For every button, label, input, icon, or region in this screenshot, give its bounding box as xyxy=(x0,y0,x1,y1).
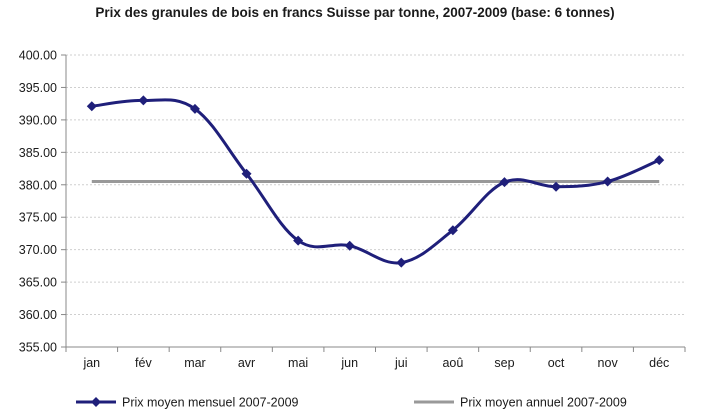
legend-marker-monthly xyxy=(91,397,101,407)
data-point-marker xyxy=(189,103,200,114)
data-point-marker xyxy=(499,177,510,188)
y-tick-label: 360.00 xyxy=(19,308,57,322)
axes xyxy=(61,54,686,352)
data-point-marker xyxy=(138,95,149,106)
x-tick-label: fév xyxy=(135,356,152,370)
y-tick-label: 355.00 xyxy=(19,341,57,355)
gridlines xyxy=(66,54,685,316)
legend: Prix moyen mensuel 2007-2009 Prix moyen a… xyxy=(76,396,627,410)
data-point-marker xyxy=(293,235,304,246)
x-tick-label: sep xyxy=(494,356,514,370)
data-series xyxy=(86,95,665,268)
y-tick-label: 375.00 xyxy=(19,211,57,225)
y-tick-label: 380.00 xyxy=(19,178,57,192)
y-tick-label: 370.00 xyxy=(19,243,57,257)
data-point-marker xyxy=(602,176,613,187)
x-tick-label: aoû xyxy=(442,356,463,370)
x-tick-label: jun xyxy=(340,356,358,370)
x-tick-label: avr xyxy=(238,356,255,370)
y-tick-label: 365.00 xyxy=(19,276,57,290)
x-axis-tick-labels: jan fév mar avr mai jun jui aoû sep oct nov déc xyxy=(82,356,669,370)
data-point-marker xyxy=(344,240,355,251)
data-point-marker xyxy=(551,181,562,192)
x-tick-label: jui xyxy=(394,356,408,370)
y-axis-tick-labels: 355.00 360.00 365.00 370.00 375.00 380.00 385.… xyxy=(19,49,57,355)
data-point-marker xyxy=(241,168,252,179)
data-point-marker xyxy=(86,101,97,112)
y-tick-label: 400.00 xyxy=(19,49,57,63)
x-tick-label: mar xyxy=(184,356,206,370)
x-tick-label: nov xyxy=(598,356,619,370)
x-tick-label: déc xyxy=(649,356,669,370)
legend-label-annual: Prix moyen annuel 2007-2009 xyxy=(460,396,627,410)
y-tick-label: 395.00 xyxy=(19,81,57,95)
x-tick-label: jan xyxy=(82,356,100,370)
data-point-marker xyxy=(447,225,458,236)
chart-title: Prix des granules de bois en francs Suis… xyxy=(95,5,614,20)
y-tick-label: 390.00 xyxy=(19,113,57,127)
data-point-marker xyxy=(654,155,665,166)
data-point-marker xyxy=(396,257,407,268)
x-tick-label: mai xyxy=(288,356,308,370)
legend-label-monthly: Prix moyen mensuel 2007-2009 xyxy=(122,396,299,410)
y-tick-label: 385.00 xyxy=(19,146,57,160)
x-tick-label: oct xyxy=(548,356,565,370)
